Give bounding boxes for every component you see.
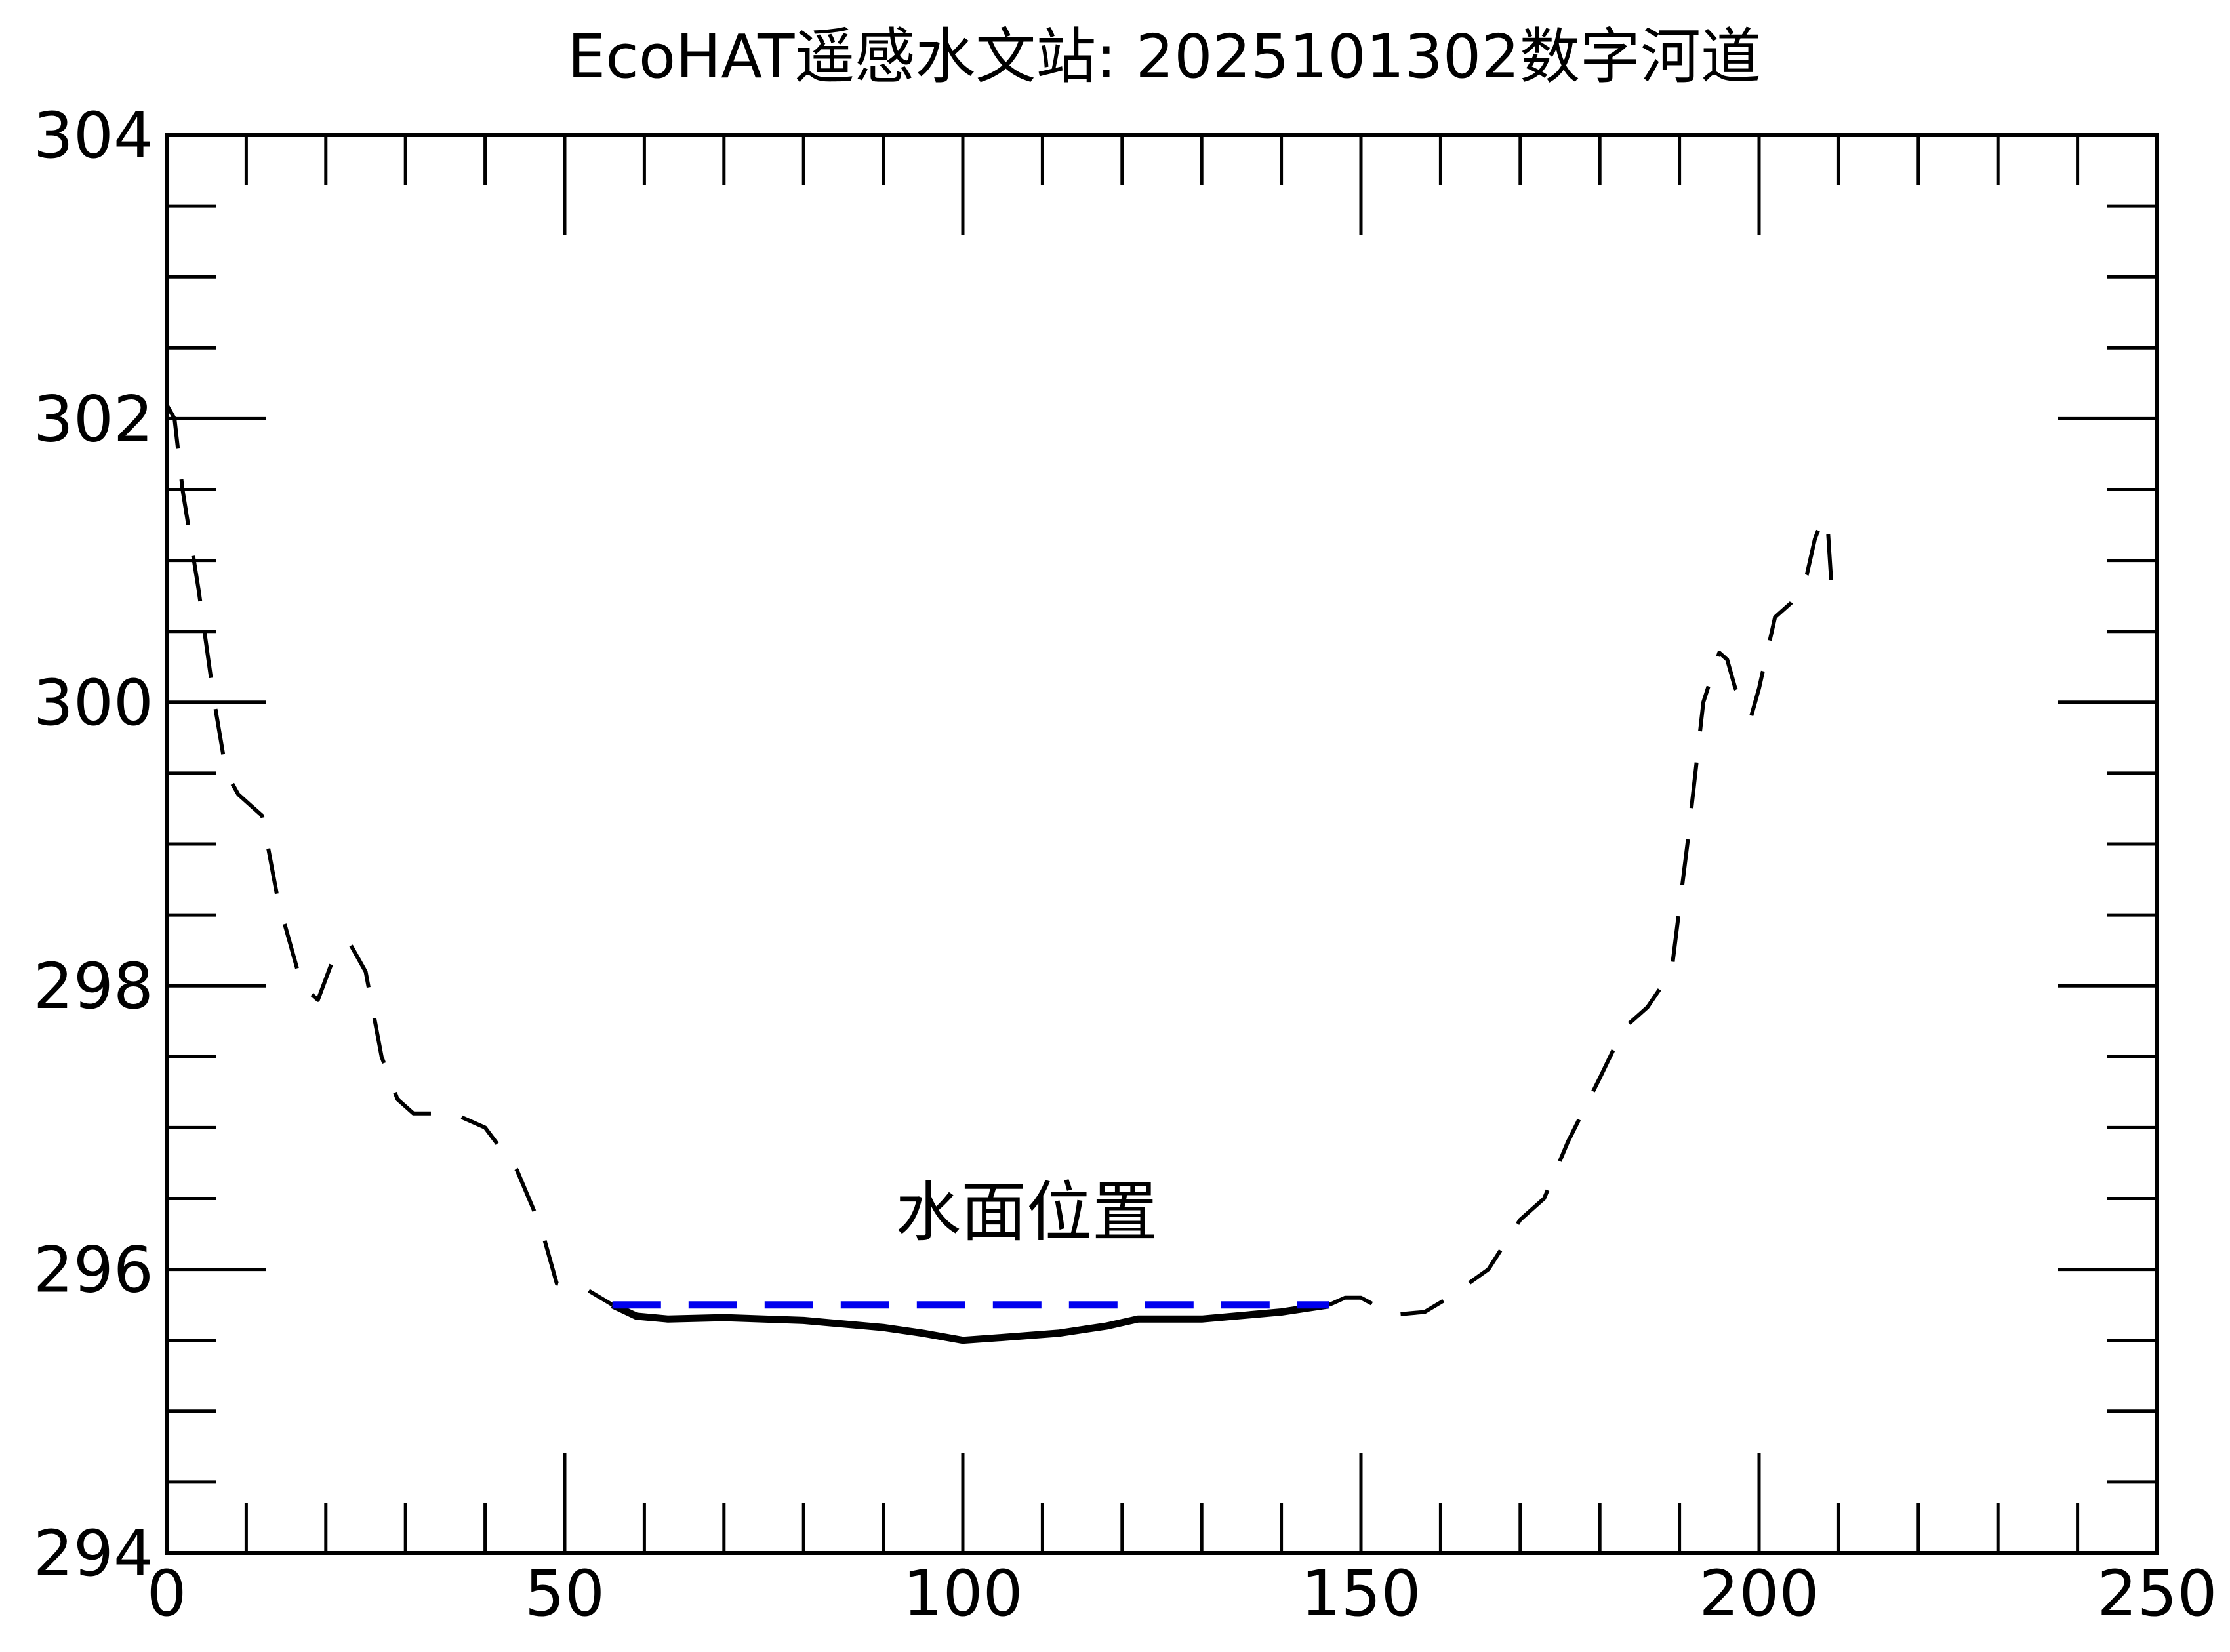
plot-frame	[165, 133, 2159, 1555]
x-tick-label: 100	[902, 1557, 1023, 1630]
water-surface-label: 水面位置	[895, 1174, 1158, 1251]
bank-profile-line	[1328, 515, 1835, 1317]
y-tick-label: 300	[33, 666, 153, 740]
bank-profile-line	[165, 403, 614, 1307]
x-tick-label: 0	[146, 1557, 186, 1630]
x-tick-label: 200	[1699, 1557, 1819, 1630]
y-tick-label: 298	[33, 950, 153, 1023]
x-tick-label: 50	[525, 1557, 605, 1630]
chart-title: EcoHAT遥感水文站: 2025101302数字河道	[567, 22, 1761, 92]
y-tick-label: 296	[33, 1234, 153, 1307]
x-tick-label: 150	[1301, 1557, 1421, 1630]
y-tick-label: 302	[33, 382, 153, 456]
y-tick-label: 304	[33, 99, 153, 172]
underwater-profile-line	[611, 1301, 1330, 1344]
tick-labels: 0 50 100 150 200 250 294 296 298 300 302 304	[33, 99, 2218, 1630]
y-tick-label: 294	[33, 1517, 153, 1590]
axis-ticks	[165, 133, 2159, 1555]
series-group	[165, 403, 1835, 1344]
x-tick-label: 250	[2097, 1557, 2217, 1630]
